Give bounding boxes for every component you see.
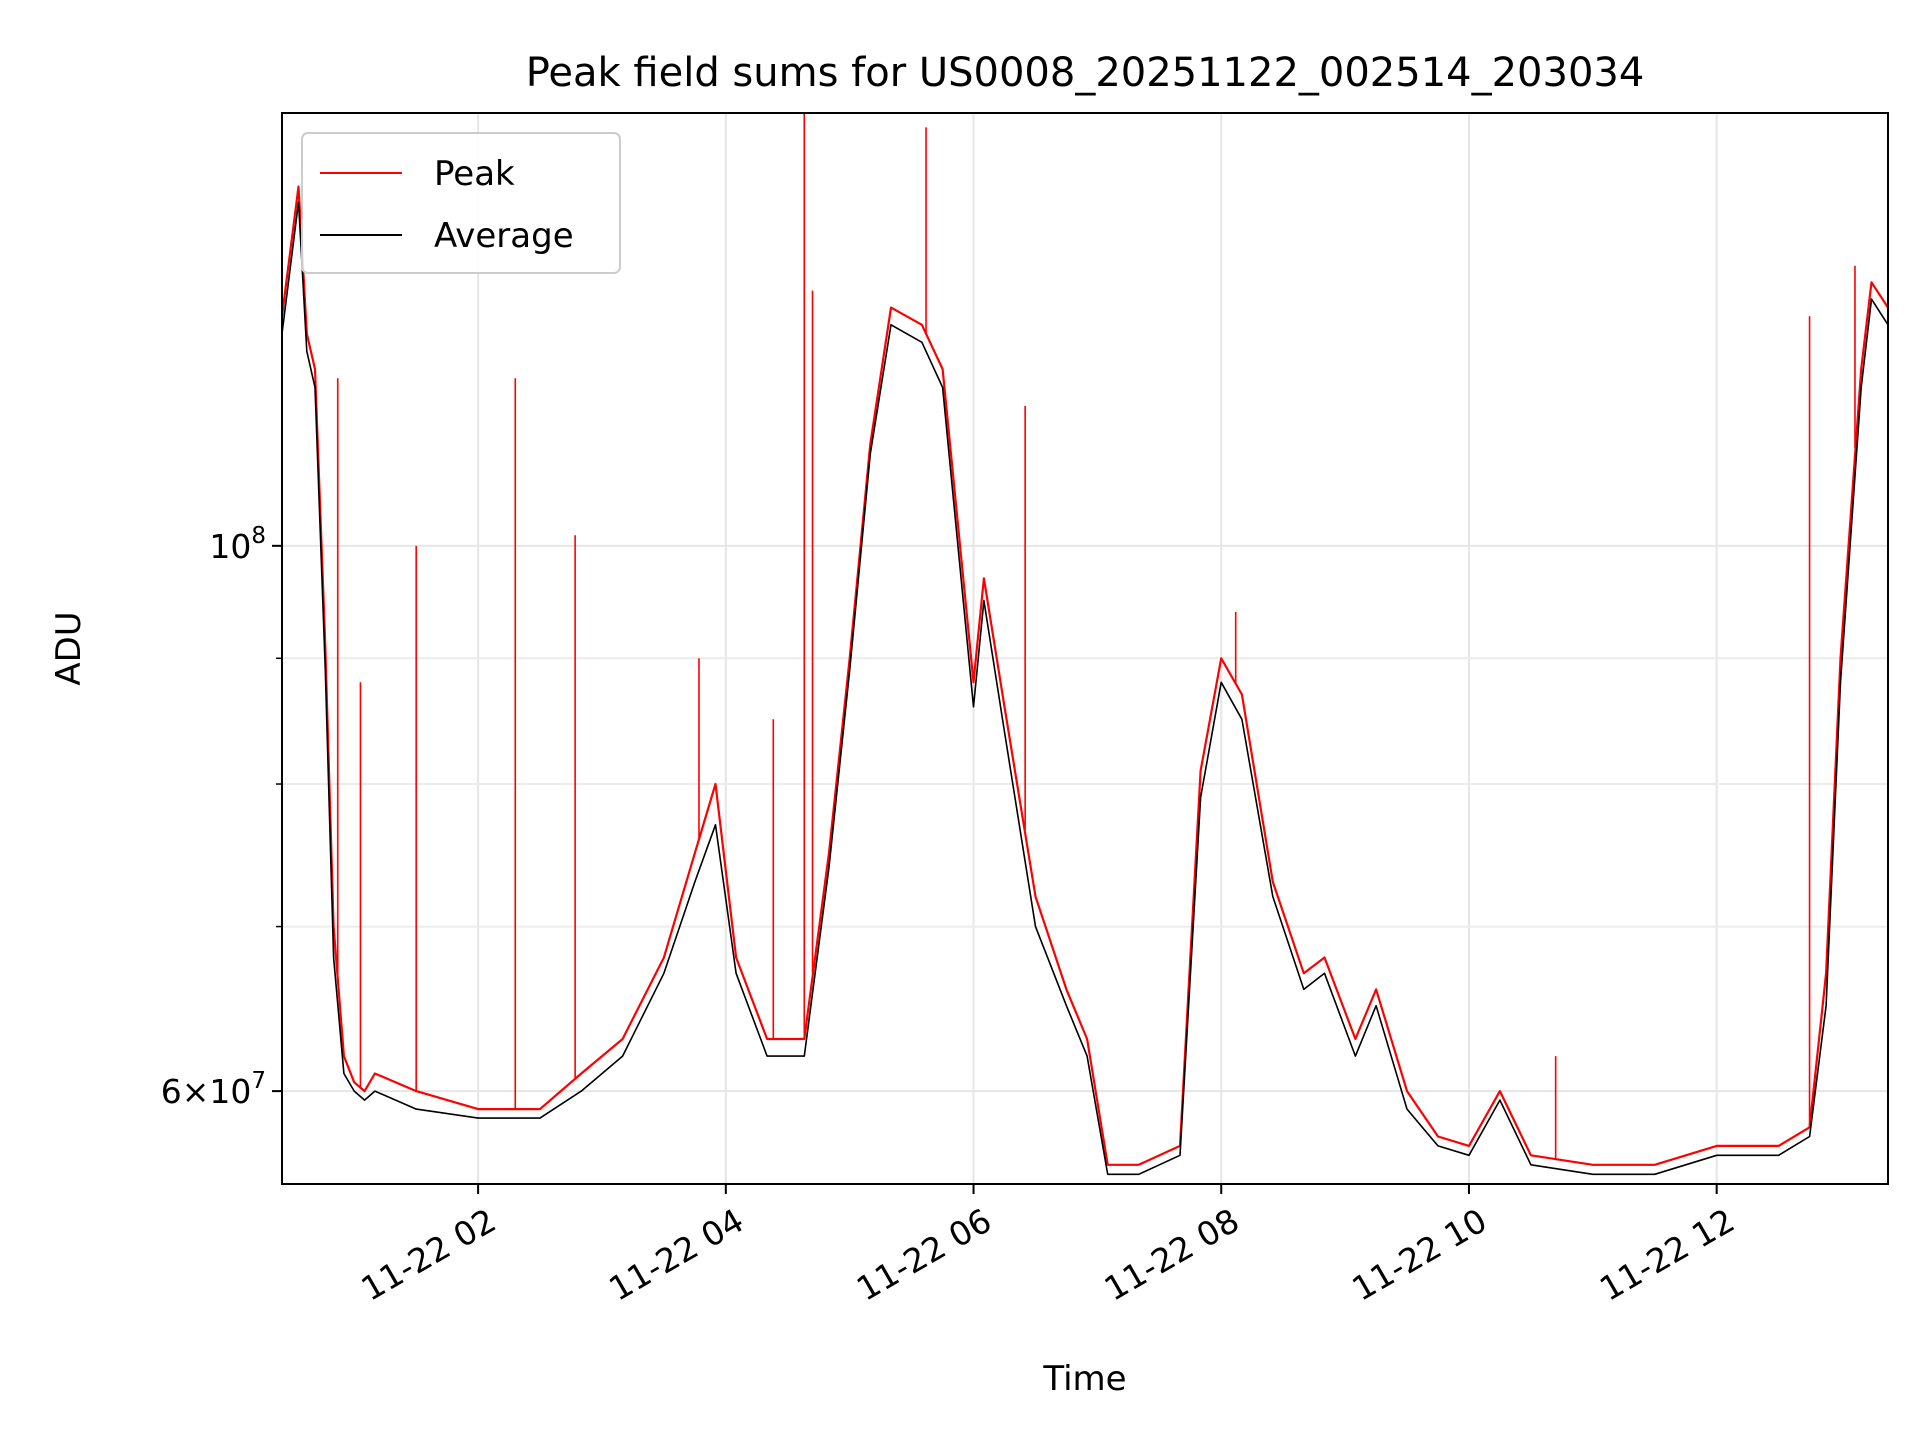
y-tick-exponent: 7 bbox=[251, 1068, 266, 1094]
y-axis-label: ADU bbox=[49, 611, 89, 685]
y-tick-exponent: 8 bbox=[251, 523, 266, 549]
legend-label: Peak bbox=[434, 154, 515, 194]
series-line-average bbox=[282, 201, 1888, 1176]
series-line-peak bbox=[282, 185, 1888, 1166]
x-axis-label: Time bbox=[1042, 1359, 1126, 1399]
grid bbox=[282, 113, 1888, 1184]
plot-series bbox=[282, 113, 1888, 1176]
y-tick-label: 6×107 bbox=[161, 1068, 266, 1111]
legend: Peak Average bbox=[301, 132, 621, 274]
legend-label: Average bbox=[434, 216, 574, 256]
y-tick-times: ×10 bbox=[182, 1072, 252, 1111]
chart-title: Peak field sums for US0008_20251122_0025… bbox=[526, 50, 1645, 96]
plot-frame bbox=[281, 112, 1889, 1185]
y-tick-base: 6 bbox=[161, 1072, 182, 1111]
y-tick-ten: 10 bbox=[209, 527, 251, 566]
legend-box bbox=[301, 132, 621, 274]
y-tick-label: 108 bbox=[209, 523, 266, 566]
